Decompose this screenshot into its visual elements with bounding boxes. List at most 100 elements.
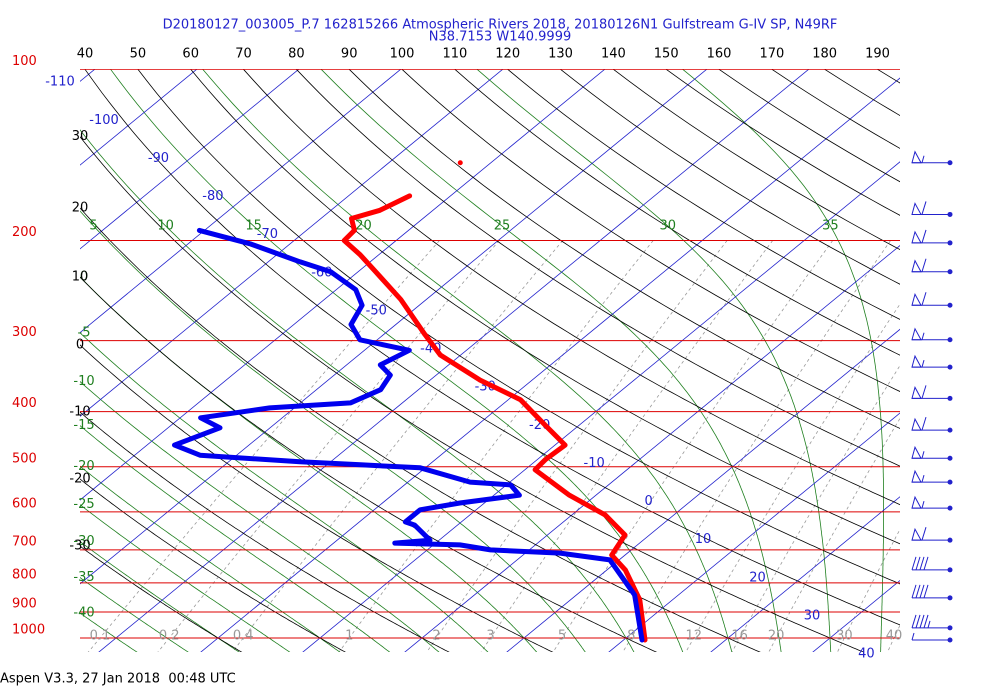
barb-half-feather <box>921 474 925 483</box>
isotherm <box>80 69 606 501</box>
barb-station <box>947 537 953 543</box>
barb-station <box>947 160 953 166</box>
grid <box>80 69 900 652</box>
wind-barb <box>911 445 953 461</box>
dry-adiabat <box>348 69 900 429</box>
dry-adiabat <box>80 478 346 652</box>
isotherm-label: -80 <box>202 189 223 204</box>
isobar-label: 700 <box>12 534 37 549</box>
mixing-ratio-label: 2 <box>432 629 440 644</box>
dry-adiabat-label: -10 <box>69 405 90 420</box>
isotherm <box>80 69 300 250</box>
mixing-ratio-label: 0.1 <box>90 629 111 644</box>
dry-adiabat-label: 80 <box>288 47 305 62</box>
dry-adiabat-label: 140 <box>601 47 626 62</box>
barb-feather <box>921 527 927 541</box>
dry-adiabat <box>401 69 900 392</box>
dry-adiabat-label: -20 <box>69 472 90 487</box>
moist-adiabat-label: -20 <box>73 459 94 474</box>
barb-half-feather <box>921 155 925 163</box>
barb-feather <box>923 614 929 629</box>
moist-adiabat <box>476 69 832 652</box>
dry-adiabat <box>80 545 243 652</box>
isobar-label: 1000 <box>12 623 45 638</box>
barb-feather <box>919 614 925 629</box>
moist-adiabat <box>109 69 684 652</box>
barb-station <box>947 302 953 308</box>
moist-adiabat <box>80 129 635 652</box>
barb-feather <box>911 584 917 599</box>
dry-adiabat <box>80 344 554 652</box>
moist-adiabat <box>80 381 440 652</box>
wind-barb <box>911 229 953 246</box>
barb-station <box>947 240 953 246</box>
mixing-ratio-label: 12 <box>685 629 702 644</box>
dry-adiabat <box>242 69 900 506</box>
dry-adiabat <box>770 69 900 149</box>
moist-adiabat-label: 0 <box>80 270 88 285</box>
barb-feather <box>915 614 921 629</box>
dry-adiabat <box>137 69 900 585</box>
barb-pennant <box>911 445 922 459</box>
isobar-label: 400 <box>12 396 37 411</box>
chart-subtitle: N38.7153 W140.9999 <box>429 30 572 45</box>
isotherm <box>80 69 708 585</box>
barb-pennant <box>911 469 922 483</box>
barb-pennant <box>911 259 922 273</box>
dry-adiabat <box>189 69 900 545</box>
wind-barb <box>911 614 953 631</box>
isotherm <box>608 412 900 652</box>
barb-feather <box>921 201 927 215</box>
dry-adiabat-label: 150 <box>654 47 679 62</box>
dry-adiabat-label: 130 <box>548 47 573 62</box>
wind-barb <box>911 354 953 370</box>
barb-pennant <box>911 292 922 306</box>
dry-adiabat-label: 120 <box>495 47 520 62</box>
dry-adiabat <box>80 411 450 652</box>
mixing-ratio-line <box>338 240 654 652</box>
moist-adiabat <box>80 276 538 652</box>
mixing-ratio-line <box>426 240 728 652</box>
mixing-ratio-label: 16 <box>731 629 748 644</box>
moist-adiabat <box>80 465 341 652</box>
wind-barb <box>911 416 953 433</box>
moist-adiabat <box>80 577 189 652</box>
isotherm <box>506 328 900 652</box>
isobar-label: 800 <box>12 567 37 582</box>
moist-adiabat <box>80 541 240 652</box>
barb-pennant <box>911 354 922 368</box>
isobar-label: 200 <box>12 225 37 240</box>
dry-adiabat-label: 0 <box>76 338 84 353</box>
mixing-ratio-line <box>887 624 900 652</box>
wind-barb <box>911 385 953 401</box>
moist-adiabat-label: -35 <box>73 570 94 585</box>
wind-barb <box>911 495 953 511</box>
barb-station <box>947 427 953 433</box>
barb-station <box>947 337 953 343</box>
dry-adiabat-label: 50 <box>130 47 147 62</box>
barb-pennant <box>911 150 922 164</box>
barb-feather <box>923 584 929 599</box>
moist-adiabat <box>681 69 884 652</box>
mixing-ratio-label: 8 <box>627 629 635 644</box>
mixing-ratio-label: 20 <box>768 629 785 644</box>
barb-pennant <box>911 327 922 341</box>
dry-adiabat <box>80 276 658 652</box>
barb-feather <box>921 229 927 244</box>
temperature-trace <box>341 193 648 643</box>
wind-barb <box>911 292 953 308</box>
barb-station <box>947 637 953 643</box>
moist-adiabat <box>80 612 138 652</box>
footer: Aspen V3.3, 27 Jan 2018 00:48 UTC <box>0 672 236 687</box>
barb-pennant <box>911 386 922 399</box>
isotherm <box>812 580 900 652</box>
moist-adiabat <box>80 332 489 652</box>
barb-feather <box>911 614 917 629</box>
isotherm-label: -90 <box>148 151 169 166</box>
dry-adiabat <box>665 69 900 216</box>
barb-feather <box>915 556 921 571</box>
barb-feather <box>921 292 927 306</box>
isotherm <box>80 69 504 417</box>
dry-adiabat-label: 70 <box>235 47 252 62</box>
